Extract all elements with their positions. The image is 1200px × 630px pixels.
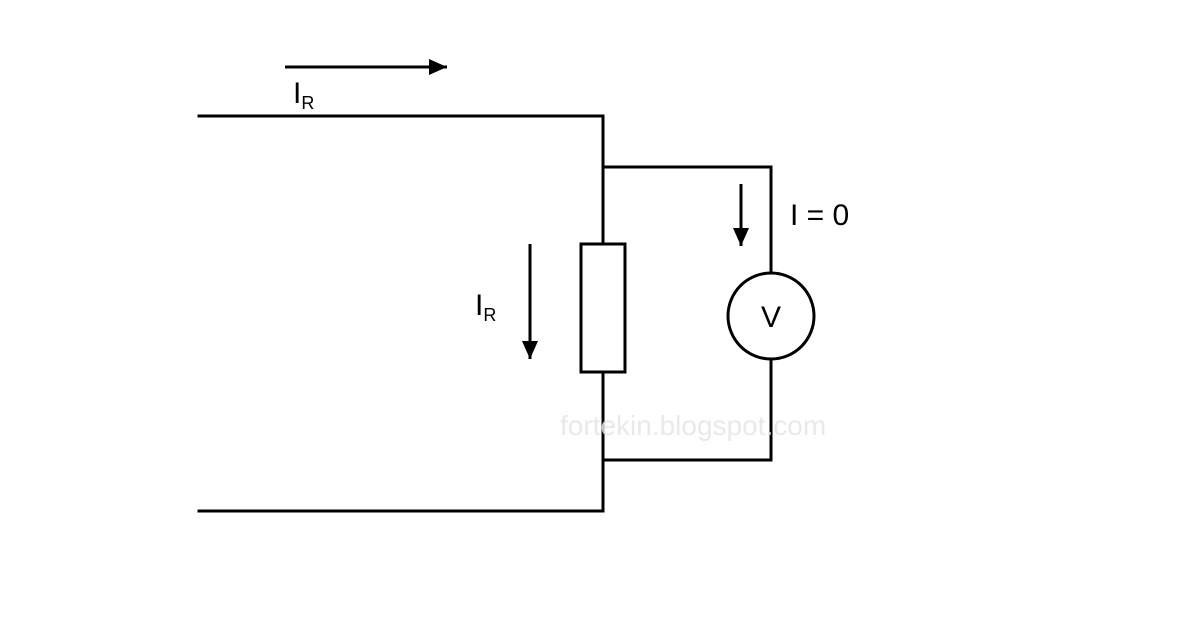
arrow-resistor-current <box>522 244 538 359</box>
voltmeter-label: V <box>761 301 781 334</box>
resistor <box>581 244 625 372</box>
watermark: fortekin.blogspot.com <box>560 410 826 441</box>
circuit-diagram: V IR IR I = 0 fortekin.blogspot.com <box>0 0 1200 630</box>
label-resistor-current: IR <box>475 289 496 325</box>
arrow-voltmeter-current <box>733 184 749 246</box>
label-top-current: IR <box>293 77 314 113</box>
label-voltmeter-current: I = 0 <box>790 199 849 232</box>
arrow-top-current <box>285 59 447 75</box>
